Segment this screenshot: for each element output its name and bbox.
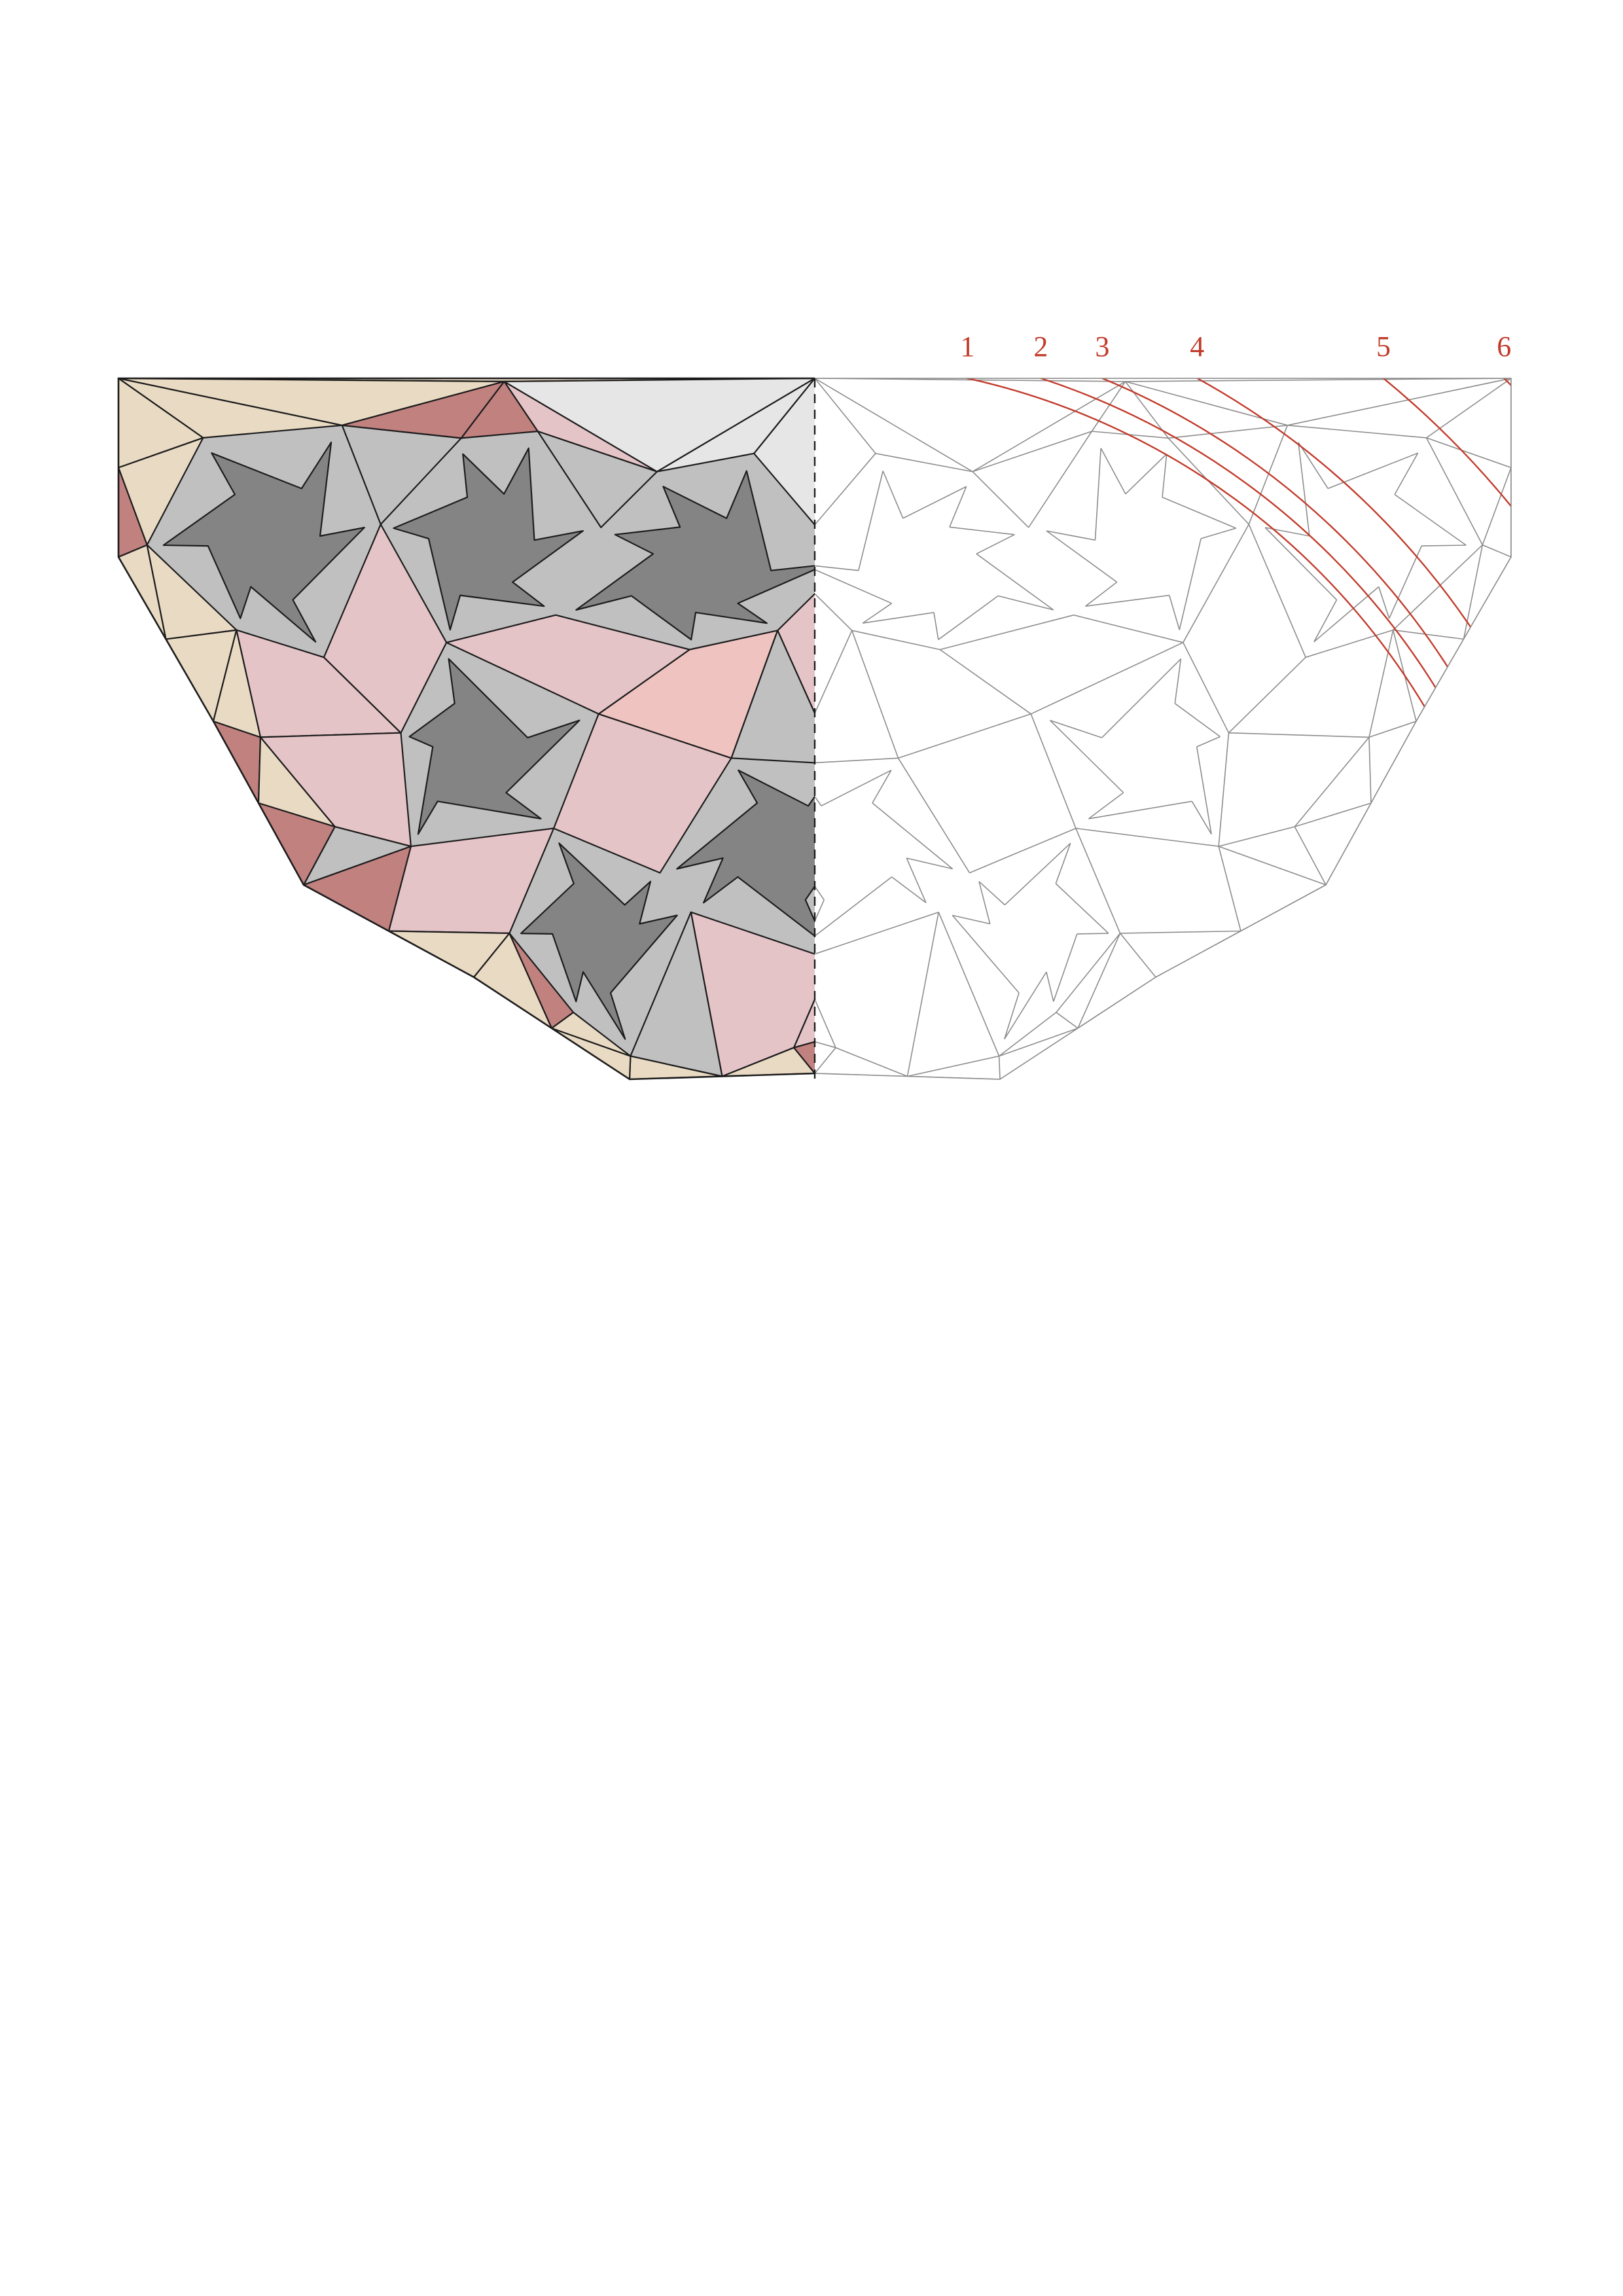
svg-text:1: 1 bbox=[960, 331, 974, 363]
svg-text:4: 4 bbox=[1190, 331, 1204, 363]
svg-text:6: 6 bbox=[1497, 331, 1511, 363]
svg-text:5: 5 bbox=[1376, 331, 1391, 363]
svg-text:2: 2 bbox=[1033, 331, 1048, 363]
svg-text:3: 3 bbox=[1095, 331, 1109, 363]
